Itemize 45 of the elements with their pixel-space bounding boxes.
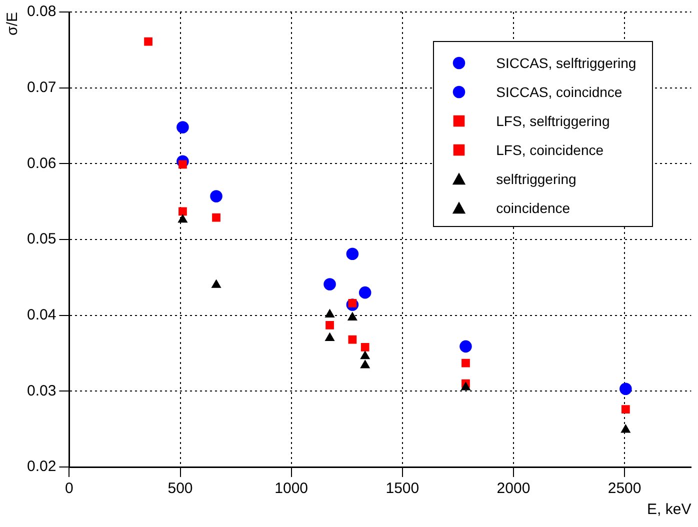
point	[324, 278, 336, 290]
point	[212, 280, 221, 288]
point	[210, 190, 222, 202]
y-axis-title: σ/E	[4, 12, 22, 36]
x-tick-label: 2000	[496, 480, 530, 498]
y-tick-label: 0.08	[26, 3, 56, 20]
legend-label: SICCAS, coincidnce	[496, 84, 622, 100]
point	[360, 351, 370, 360]
point	[360, 360, 370, 368]
point	[325, 309, 334, 318]
y-tick-label: 0.04	[26, 306, 56, 324]
point	[621, 405, 630, 414]
point	[461, 382, 470, 390]
point	[176, 121, 189, 134]
point	[460, 340, 472, 353]
x-tick-label: 2500	[608, 480, 642, 498]
point	[348, 335, 357, 344]
y-tick-label: 0.03	[26, 382, 56, 400]
point	[178, 214, 188, 223]
point	[621, 424, 630, 433]
point	[212, 213, 220, 222]
legend-label: coincidence	[496, 200, 570, 216]
point	[360, 343, 370, 352]
point	[144, 37, 152, 46]
legend-label: LFS, selftriggering	[496, 112, 610, 128]
legend-label: selftriggering	[496, 170, 576, 186]
point	[326, 321, 334, 330]
x-tick-label: 500	[168, 480, 193, 498]
y-tick-label: 0.05	[26, 230, 56, 248]
x-tick-label: 1500	[386, 480, 420, 498]
legend-label: LFS, coincidence	[496, 142, 604, 158]
x-axis-title: E, keV	[647, 501, 692, 518]
point	[325, 332, 334, 341]
y-tick-label: 0.06	[26, 154, 56, 172]
point	[178, 207, 187, 216]
point	[348, 312, 357, 321]
point	[620, 382, 632, 396]
point	[462, 358, 470, 368]
x-tick-label: 1000	[274, 480, 308, 498]
point	[358, 286, 372, 299]
y-tick-label: 0.07	[26, 78, 56, 96]
x-tick-label: 0	[65, 480, 74, 498]
point	[346, 248, 359, 260]
legend-label: SICCAS, selftriggering	[496, 54, 636, 70]
y-tick-label: 0.02	[26, 458, 56, 476]
